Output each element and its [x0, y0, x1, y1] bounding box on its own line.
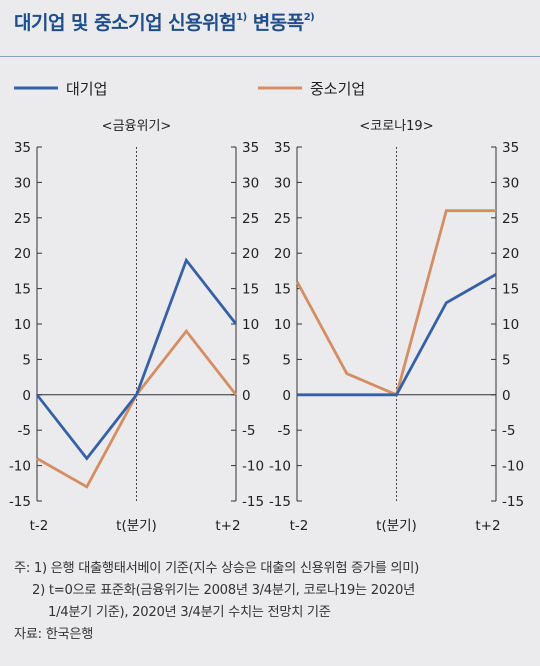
title-footnote-2: 2): [303, 11, 315, 23]
covid19-ylabel-right: -5: [502, 423, 515, 439]
financial-crisis-ylabel-left: 0: [22, 388, 31, 404]
footnote-1: 주: 1) 은행 대출행태서베이 기준(지수 상승은 대출의 신용위험 증가를 …: [14, 561, 419, 576]
title-divider: [0, 56, 540, 57]
financial-crisis-ylabel-right: 0: [242, 388, 251, 404]
financial-crisis-ylabel-left: 30: [14, 175, 31, 191]
covid19-ylabel-right: 20: [502, 246, 519, 262]
financial-crisis-ylabel-right: 20: [242, 246, 259, 262]
covid19-xlabel: t+2: [475, 518, 500, 534]
covid19-ylabel-right: 10: [502, 317, 519, 333]
covid19-ylabel-left: 25: [274, 211, 291, 227]
covid19-ylabel-left: 15: [274, 282, 291, 298]
financial-crisis-xlabel: t(분기): [116, 518, 157, 534]
chart-area: 대기업 중소기업 <금융위기> 35 35 30 30 25 25 20 20 15 15 10 10 5 5 0…: [9, 80, 524, 534]
covid19-ylabel-left: 0: [282, 388, 291, 404]
financial-crisis-ylabel-left: 10: [14, 317, 31, 333]
covid19-ylabel-right: 35: [502, 140, 519, 156]
footnote-2-cont: 1/4분기 기준), 2020년 3/4분기 수치는 전망치 기준: [48, 605, 331, 620]
financial-crisis-ylabel-right: 30: [242, 175, 259, 191]
covid19-ylabel-left: -15: [269, 494, 291, 510]
covid19-ylabel-left: 30: [274, 175, 291, 191]
financial-crisis-ylabel-right: -10: [242, 459, 264, 475]
covid19-ylabel-left: 20: [274, 246, 291, 262]
financial-crisis-xlabel: t+2: [215, 518, 240, 534]
covid19-xlabel: t-2: [290, 518, 309, 534]
covid19-ylabel-left: 35: [274, 140, 291, 156]
financial-crisis-xlabel: t-2: [30, 518, 49, 534]
covid19-ylabel-right: 0: [502, 388, 511, 404]
legend-label-large: 대기업: [66, 80, 107, 98]
financial-crisis-ylabel-left: 25: [14, 211, 31, 227]
covid19-ylabel-left: 10: [274, 317, 291, 333]
covid19-ylabel-right: -10: [502, 459, 524, 475]
source-note: 자료: 한국은행: [14, 627, 94, 642]
footnote-2: 2) t=0으로 표준화(금융위기는 2008년 3/4분기, 코로나19는 2…: [32, 583, 415, 598]
financial-crisis-ylabel-right: 25: [242, 211, 259, 227]
financial-crisis-ylabel-left: 5: [22, 352, 31, 368]
title-footnote-1: 1): [236, 11, 247, 23]
covid19-ylabel-left: -5: [278, 423, 291, 439]
financial-crisis-ylabel-right: -5: [242, 423, 255, 439]
financial-crisis-ylabel-left: 15: [14, 282, 31, 298]
covid19-ylabel-right: 15: [502, 282, 519, 298]
financial-crisis-ylabel-left: 20: [14, 246, 31, 262]
covid19-panel-title: <코로나19>: [359, 119, 433, 134]
financial-crisis-ylabel-right: 35: [242, 140, 259, 156]
covid19-ylabel-left: 5: [282, 352, 291, 368]
legend-label-sme: 중소기업: [310, 80, 365, 98]
covid19-ylabel-right: 25: [502, 211, 519, 227]
covid19-xlabel: t(분기): [376, 518, 417, 534]
financial-crisis-ylabel-left: 35: [14, 140, 31, 156]
covid19-ylabel-right: -15: [502, 494, 524, 510]
financial-crisis-ylabel-left: -5: [18, 423, 31, 439]
covid19-ylabel-left: -10: [269, 459, 291, 475]
page-title: 대기업 및 중소기업 신용위험1) 변동폭2): [14, 8, 315, 35]
footnotes: 주: 1) 은행 대출행태서베이 기준(지수 상승은 대출의 신용위험 증가를 …: [14, 558, 534, 646]
financial-crisis-ylabel-left: -15: [9, 494, 31, 510]
covid19-series-large: [297, 273, 497, 397]
title-tail: 변동폭: [252, 12, 304, 34]
financial-crisis-ylabel-left: -10: [9, 459, 31, 475]
covid19-ylabel-right: 30: [502, 175, 519, 191]
financial-crisis-ylabel-right: 10: [242, 317, 259, 333]
financial-crisis-ylabel-right: 15: [242, 282, 259, 298]
covid19-ylabel-right: 5: [502, 352, 511, 368]
financial-crisis-panel-title: <금융위기>: [102, 119, 172, 134]
financial-crisis-ylabel-right: -15: [242, 494, 264, 510]
financial-crisis-ylabel-right: 5: [242, 352, 251, 368]
title-main: 대기업 및 중소기업 신용위험: [14, 12, 237, 34]
financial-crisis-series-large: [35, 257, 238, 461]
